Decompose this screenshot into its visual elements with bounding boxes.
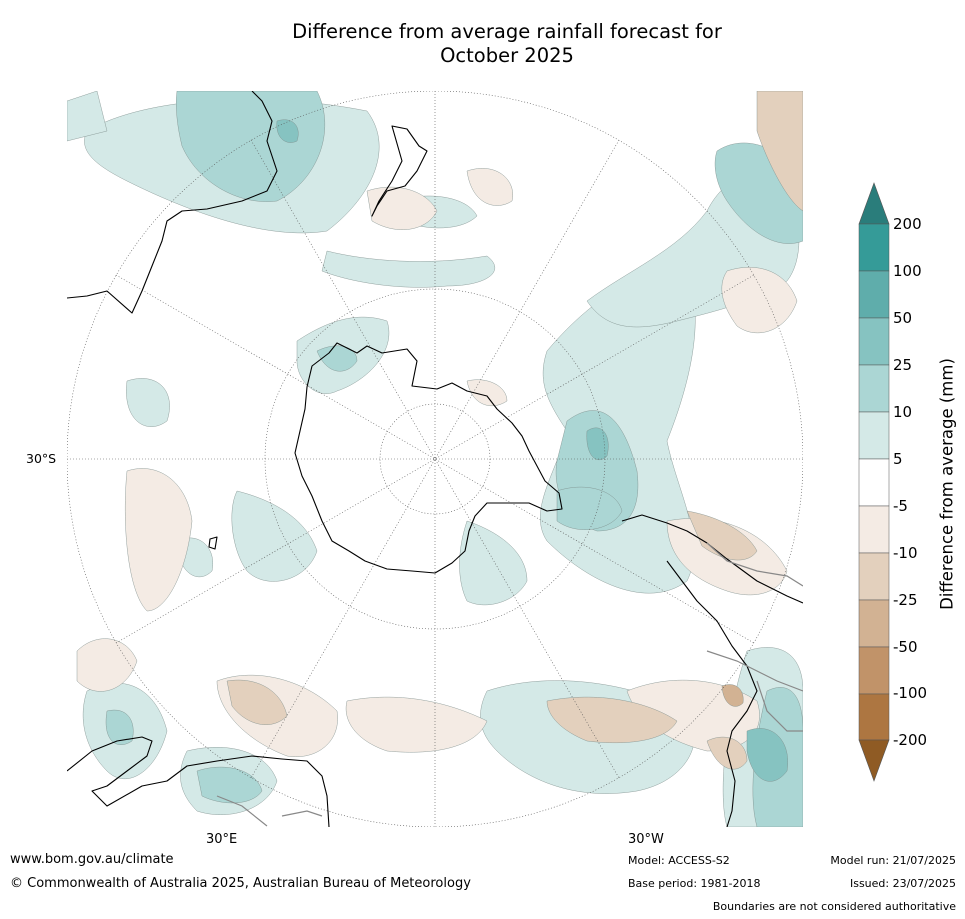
model-text: Model: ACCESS-S2 bbox=[628, 854, 730, 867]
map-title: Difference from average rainfall forecas… bbox=[0, 20, 965, 68]
colorbar-segment-neg5-neg10 bbox=[858, 505, 890, 554]
colorbar-tick: 25 bbox=[893, 356, 913, 374]
colorbar-tick: 50 bbox=[893, 309, 913, 327]
colorbar-under-triangle bbox=[858, 739, 890, 782]
colorbar-tick: -5 bbox=[893, 497, 908, 515]
colorbar-segment-100-200 bbox=[858, 223, 890, 272]
colorbar-tick: -25 bbox=[893, 591, 918, 609]
anomaly-neg10-neg25-regions bbox=[226, 91, 803, 770]
colorbar-title: Difference from average (mm) bbox=[937, 358, 957, 610]
colorbar-tick: 100 bbox=[893, 262, 922, 280]
colorbar-segment-25-50 bbox=[858, 317, 890, 366]
title-line-2: October 2025 bbox=[440, 44, 574, 67]
africa-coastline bbox=[67, 736, 330, 827]
colorbar-segment-neg10-neg25 bbox=[858, 552, 890, 601]
colorbar-segment-neutral bbox=[858, 458, 890, 507]
title-line-1: Difference from average rainfall forecas… bbox=[292, 20, 722, 43]
map-canvas bbox=[67, 91, 803, 827]
colorbar-over-triangle bbox=[858, 182, 890, 225]
issued-text: Issued: 23/07/2025 bbox=[849, 877, 956, 890]
australia-coastline bbox=[67, 91, 278, 314]
disclaimer-text: Boundaries are not considered authoritat… bbox=[712, 900, 956, 913]
colorbar-tick: -50 bbox=[893, 638, 918, 656]
latitude-label-30s: 30°S bbox=[26, 451, 57, 466]
model-run-text: Model run: 21/07/2025 bbox=[830, 854, 956, 867]
madagascar-coastline bbox=[208, 536, 218, 550]
copyright-text: © Commonwealth of Australia 2025, Austra… bbox=[10, 876, 471, 891]
colorbar-tick: -200 bbox=[893, 731, 928, 749]
colorbar-segment-50-100 bbox=[858, 270, 890, 319]
country-borders bbox=[216, 542, 803, 827]
anomaly-neg25-neg50-regions bbox=[721, 684, 744, 707]
colorbar-segment-neg50-neg100 bbox=[858, 646, 890, 695]
colorbar-tick: 10 bbox=[893, 403, 913, 421]
colorbar-segment-neg100-neg200 bbox=[858, 693, 890, 741]
colorbar-tick: -10 bbox=[893, 544, 918, 562]
colorbar-segment-10-25 bbox=[858, 364, 890, 413]
colorbar-tick: 200 bbox=[893, 215, 922, 233]
colorbar-segment-neg25-neg50 bbox=[858, 599, 890, 648]
anomaly-10-25-regions bbox=[105, 91, 803, 827]
website-link[interactable]: www.bom.gov.au/climate bbox=[10, 852, 174, 867]
colorbar-tick: 5 bbox=[893, 450, 903, 468]
base-period-text: Base period: 1981-2018 bbox=[628, 877, 761, 890]
graticule bbox=[67, 91, 803, 827]
longitude-label-30e: 30°E bbox=[206, 832, 238, 847]
colorbar-tick: -100 bbox=[893, 684, 928, 702]
antarctica-coastline bbox=[294, 342, 563, 574]
new-zealand-coastline bbox=[371, 125, 428, 217]
longitude-label-30w: 30°W bbox=[628, 832, 664, 847]
anomaly-25-50-regions bbox=[276, 119, 788, 782]
polar-map bbox=[67, 91, 803, 827]
coastlines bbox=[67, 91, 803, 827]
colorbar-segment-5-10 bbox=[858, 411, 890, 460]
